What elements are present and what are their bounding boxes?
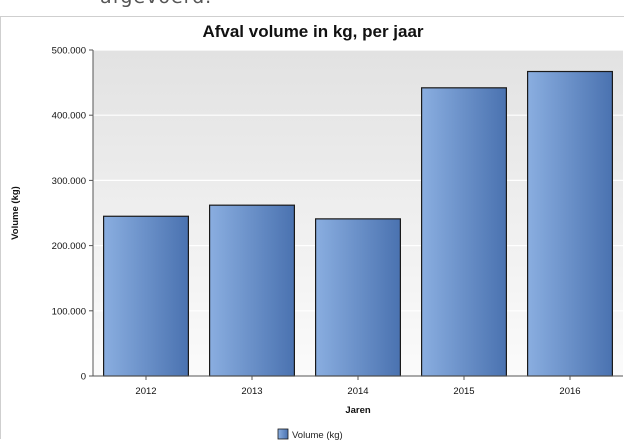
x-tick-label: 2014 <box>347 386 368 397</box>
y-tick-label: 500.000 <box>52 46 86 57</box>
bar <box>209 204 296 377</box>
bars <box>102 70 613 377</box>
bar <box>102 215 190 377</box>
y-tick-label: 100.000 <box>52 306 86 317</box>
chart-frame: Afval volume in kg, per jaar 0 100.000 200… <box>0 16 624 440</box>
y-axis-label: Volume (kg) <box>10 186 21 240</box>
x-tick-label: 2016 <box>559 386 580 397</box>
bar <box>421 87 508 377</box>
x-axis-label: Jaren <box>345 405 371 416</box>
y-tick-label: 400.000 <box>52 111 86 122</box>
legend-label: Volume (kg) <box>292 430 343 440</box>
bar-chart: Afval volume in kg, per jaar 0 100.000 200… <box>10 22 623 440</box>
x-tick-label: 2012 <box>135 386 156 397</box>
chart-title: Afval volume in kg, per jaar <box>202 22 423 41</box>
y-tick-label: 300.000 <box>52 176 86 187</box>
y-tick-label: 200.000 <box>52 241 86 252</box>
page-text-fragment: afgevoerd. <box>100 0 212 8</box>
y-tick-label: 0 <box>81 372 86 383</box>
x-tick-label: 2013 <box>241 386 262 397</box>
bar <box>315 218 402 377</box>
x-tick-label: 2015 <box>453 386 474 397</box>
x-tick-labels: 2012 2013 2014 2015 2016 <box>135 376 581 397</box>
y-tick-labels: 0 100.000 200.000 300.000 400.000 500.000 <box>52 46 93 383</box>
bar <box>526 70 613 377</box>
legend: Volume (kg) <box>277 428 343 440</box>
legend-swatch <box>277 428 289 440</box>
